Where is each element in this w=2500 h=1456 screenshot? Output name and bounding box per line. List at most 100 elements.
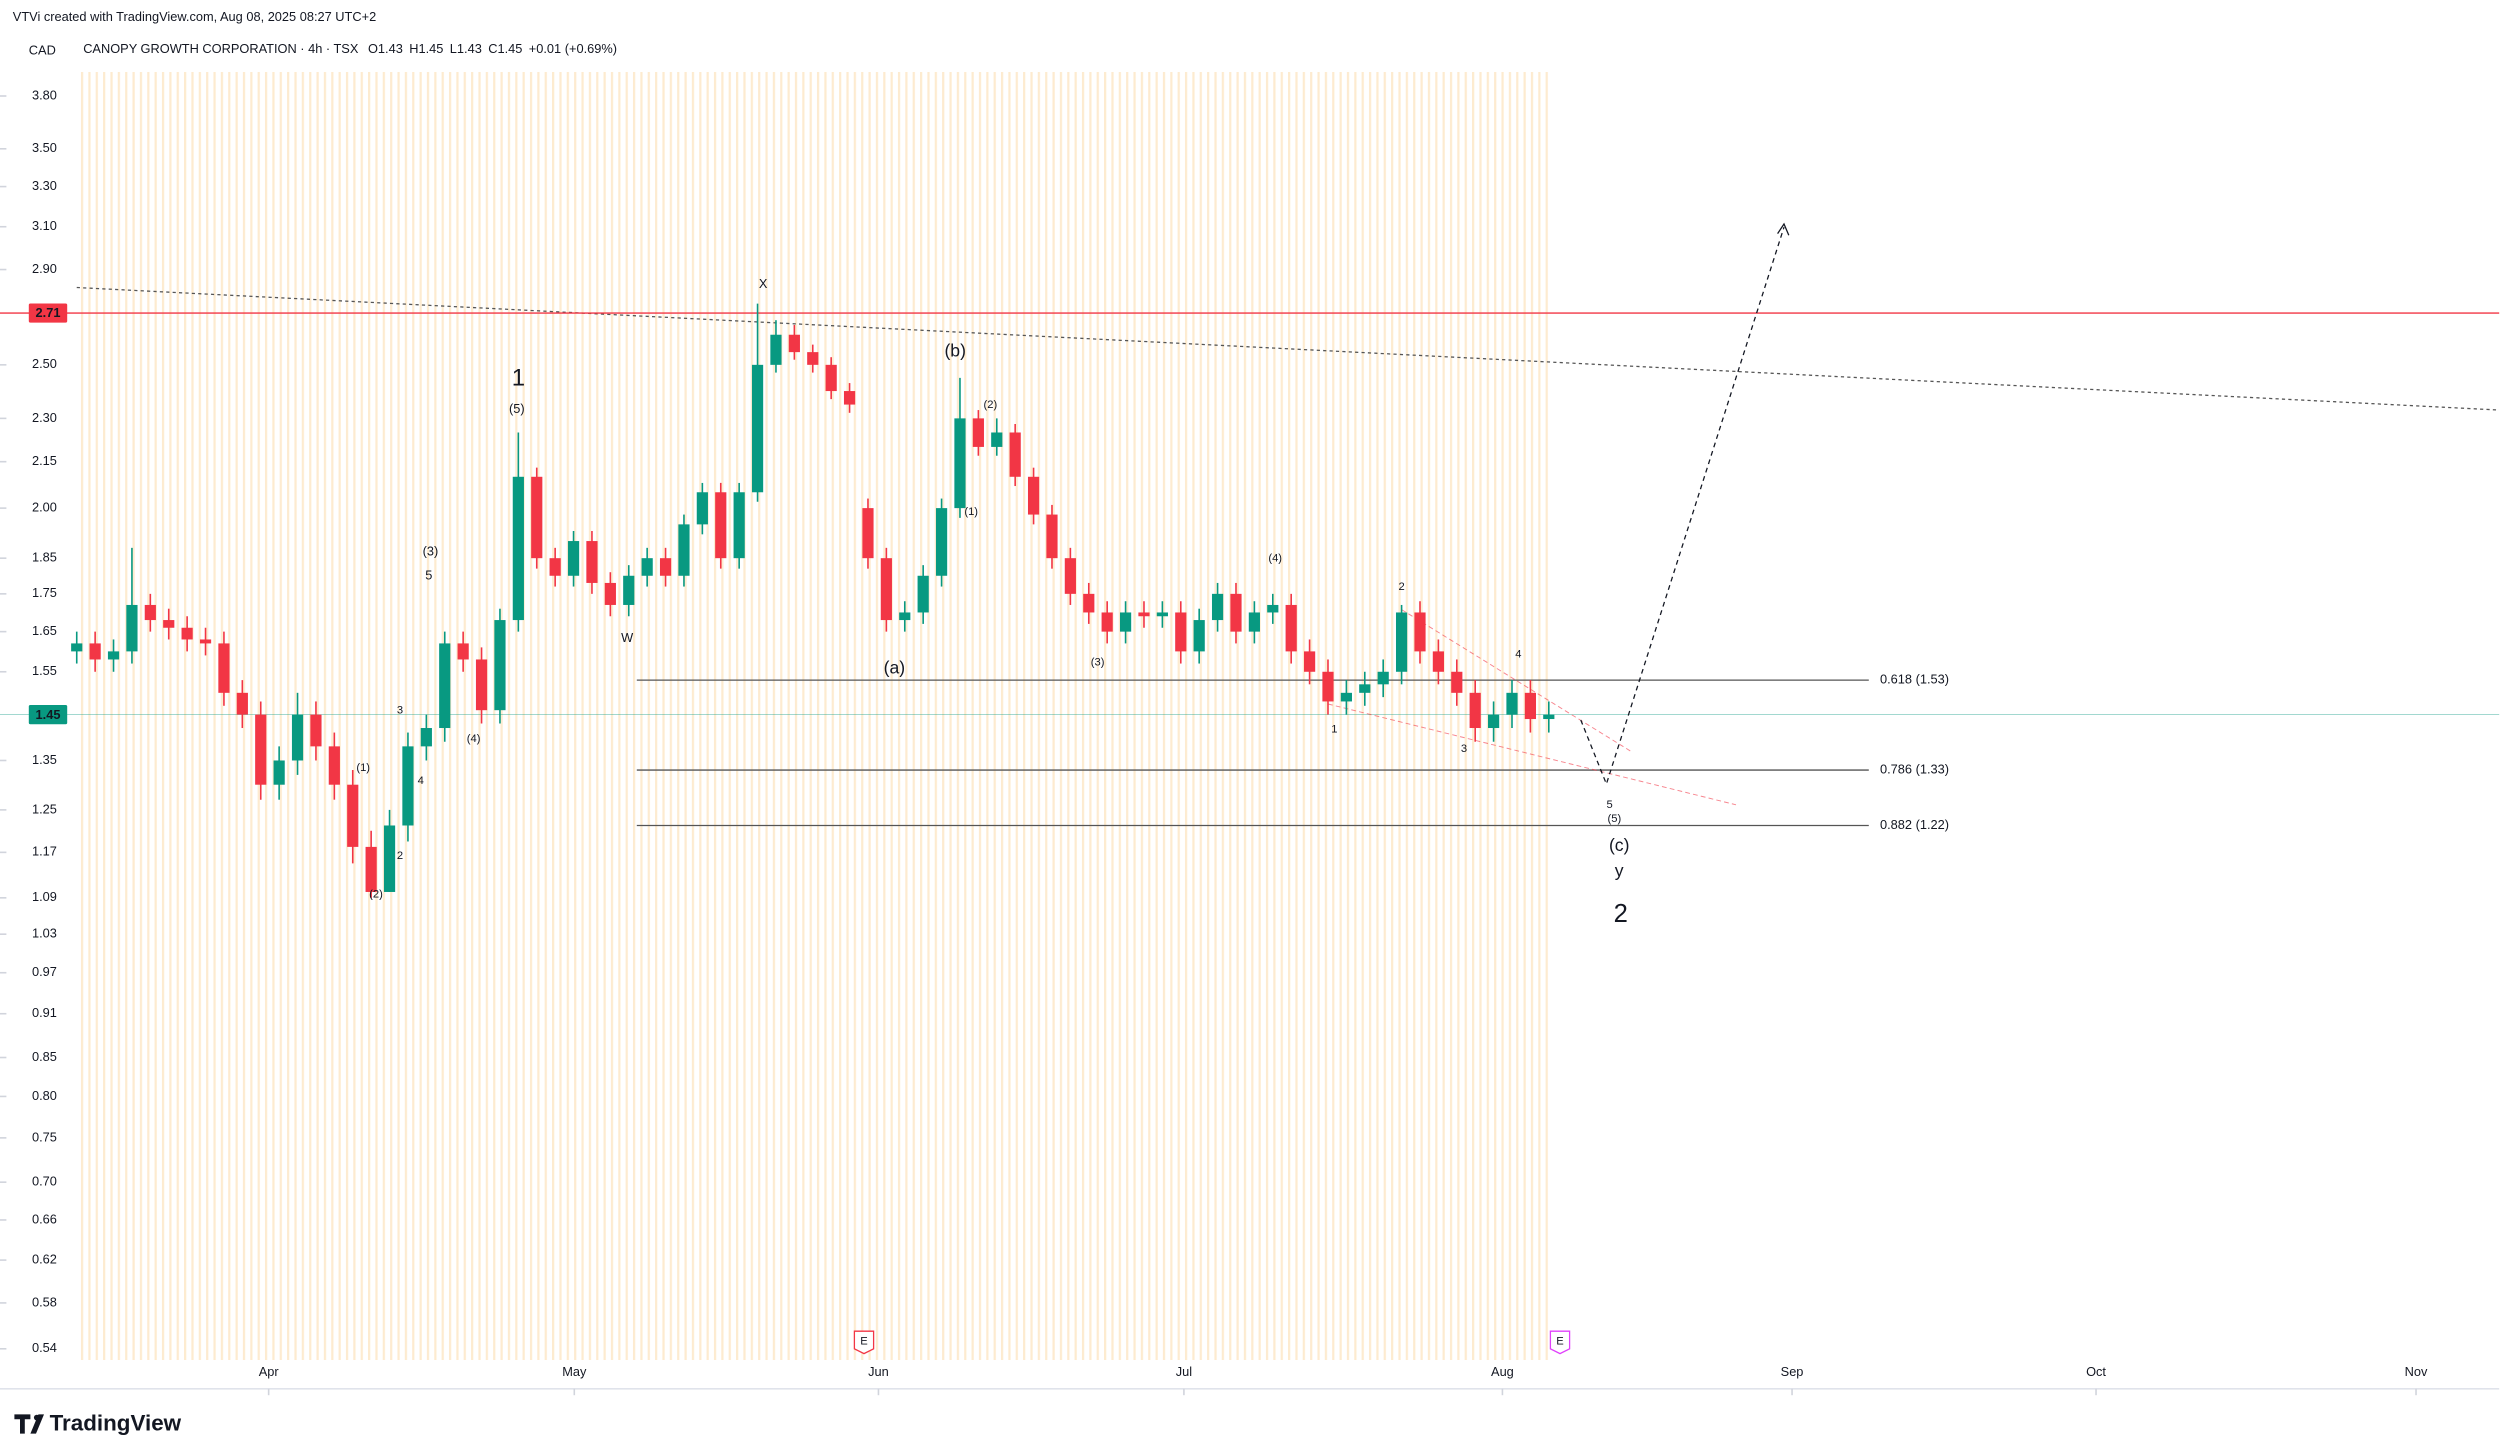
wave-label: 1: [512, 365, 525, 392]
candle-body: [678, 524, 690, 576]
y-tick-label: 0.62: [32, 1251, 57, 1266]
candle-body: [1377, 671, 1389, 685]
candle-body: [1046, 514, 1058, 559]
candle-body: [1359, 684, 1371, 693]
candle-body: [310, 714, 322, 747]
wave-label: (3): [1091, 656, 1105, 668]
y-tick-label: 2.50: [32, 356, 57, 371]
y-tick-label: 0.80: [32, 1088, 57, 1103]
candle-body: [1340, 692, 1352, 702]
candle-body: [383, 825, 396, 892]
wave-label: (4): [1268, 552, 1282, 564]
candle-body: [991, 432, 1003, 447]
candle-body: [659, 558, 672, 576]
y-tick-label: 1.09: [32, 889, 57, 904]
candle-body: [1395, 612, 1408, 672]
candle-body: [825, 364, 837, 392]
wave-label: (2): [984, 399, 998, 411]
candle-body: [439, 643, 451, 729]
candle-body: [641, 558, 653, 576]
candle-body: [181, 627, 193, 640]
candle-body: [1119, 612, 1132, 632]
y-tick-label: 1.65: [32, 623, 57, 638]
y-tick-label: 0.70: [32, 1174, 57, 1189]
price-label: 1.45: [36, 707, 61, 722]
candle-body: [218, 643, 230, 693]
y-tick-label: 0.85: [32, 1049, 57, 1064]
y-tick-label: 1.55: [32, 663, 57, 678]
candle-body: [1432, 651, 1444, 672]
candle-body: [71, 643, 83, 652]
wave-label: (2): [369, 888, 383, 900]
wave-label: (1): [964, 506, 978, 518]
x-tick-label: Aug: [1491, 1364, 1514, 1379]
fib-label: 0.882 (1.22): [1880, 817, 1949, 832]
wedge-line: [1401, 609, 1633, 753]
logo: TradingView: [14, 1411, 182, 1436]
wave-label: 2: [1398, 581, 1404, 593]
logo-dot: [33, 1414, 40, 1421]
candle-body: [1322, 671, 1334, 702]
earnings-badge: [1549, 1330, 1571, 1355]
symbol-title: CANOPY GROWTH CORPORATION · 4h · TSX: [83, 41, 359, 56]
candle-body: [1230, 593, 1242, 632]
candle-body: [1487, 714, 1500, 729]
candle-body: [89, 643, 101, 660]
fib-label: 0.618 (1.53): [1880, 671, 1949, 686]
wave-label: 5: [1606, 799, 1612, 811]
candle-body: [1267, 604, 1279, 613]
price-label: 2.71: [36, 305, 61, 320]
candle-body: [402, 746, 414, 826]
candle-body: [255, 714, 267, 785]
wave-label: (c): [1609, 835, 1630, 855]
candle-body: [1193, 620, 1205, 652]
candle-body: [494, 620, 506, 711]
y-tick-label: 2.00: [32, 499, 57, 514]
candle-body: [1451, 671, 1463, 693]
y-tick-label: 0.75: [32, 1129, 57, 1144]
candle-body: [512, 476, 524, 621]
x-tick-label: Apr: [259, 1364, 280, 1379]
price-label-box: [28, 303, 68, 323]
ohlc-readout: C1.45: [488, 41, 522, 56]
earnings-badge: [853, 1330, 875, 1355]
wave-label: 1: [1331, 724, 1337, 736]
ohlc-readout: +0.01 (+0.69%): [529, 41, 617, 56]
candle-body: [365, 846, 377, 892]
candle-body: [954, 418, 966, 509]
candle-body: [1064, 558, 1076, 594]
y-tick-label: 3.80: [32, 87, 57, 102]
candle-body: [807, 352, 819, 365]
earnings-label: E: [860, 1336, 867, 1348]
wave-label: 4: [1515, 648, 1521, 660]
projection-arrow: [1777, 222, 1790, 236]
candle-body: [567, 541, 580, 576]
candle-body: [199, 639, 212, 644]
attribution: VTVi created with TradingView.com, Aug 0…: [13, 9, 376, 24]
candle-body: [1469, 692, 1481, 729]
wave-label: 3: [1461, 743, 1467, 755]
candle-body: [1414, 612, 1426, 652]
wave-label: (3): [423, 543, 439, 558]
wave-label: 2: [397, 850, 403, 862]
trend-line: [76, 286, 2500, 411]
x-tick-label: Sep: [1781, 1364, 1804, 1379]
candle-body: [420, 728, 432, 747]
x-tick-label: Nov: [2405, 1364, 2428, 1379]
candle-body: [1506, 692, 1518, 715]
candle-body: [1101, 612, 1113, 632]
candle-body: [1083, 593, 1095, 613]
candle-body: [107, 651, 120, 660]
candle-body: [144, 604, 156, 621]
y-tick-label: 1.75: [32, 585, 57, 600]
candle-body: [236, 692, 248, 715]
logo-text: TradingView: [50, 1411, 182, 1436]
candle-body: [751, 364, 764, 493]
candle-body: [586, 541, 598, 583]
wave-label: 3: [397, 704, 403, 716]
wave-label: (5): [509, 401, 525, 416]
candle-body: [770, 334, 782, 365]
price-label-box: [28, 704, 68, 725]
candle-body: [1248, 612, 1260, 632]
